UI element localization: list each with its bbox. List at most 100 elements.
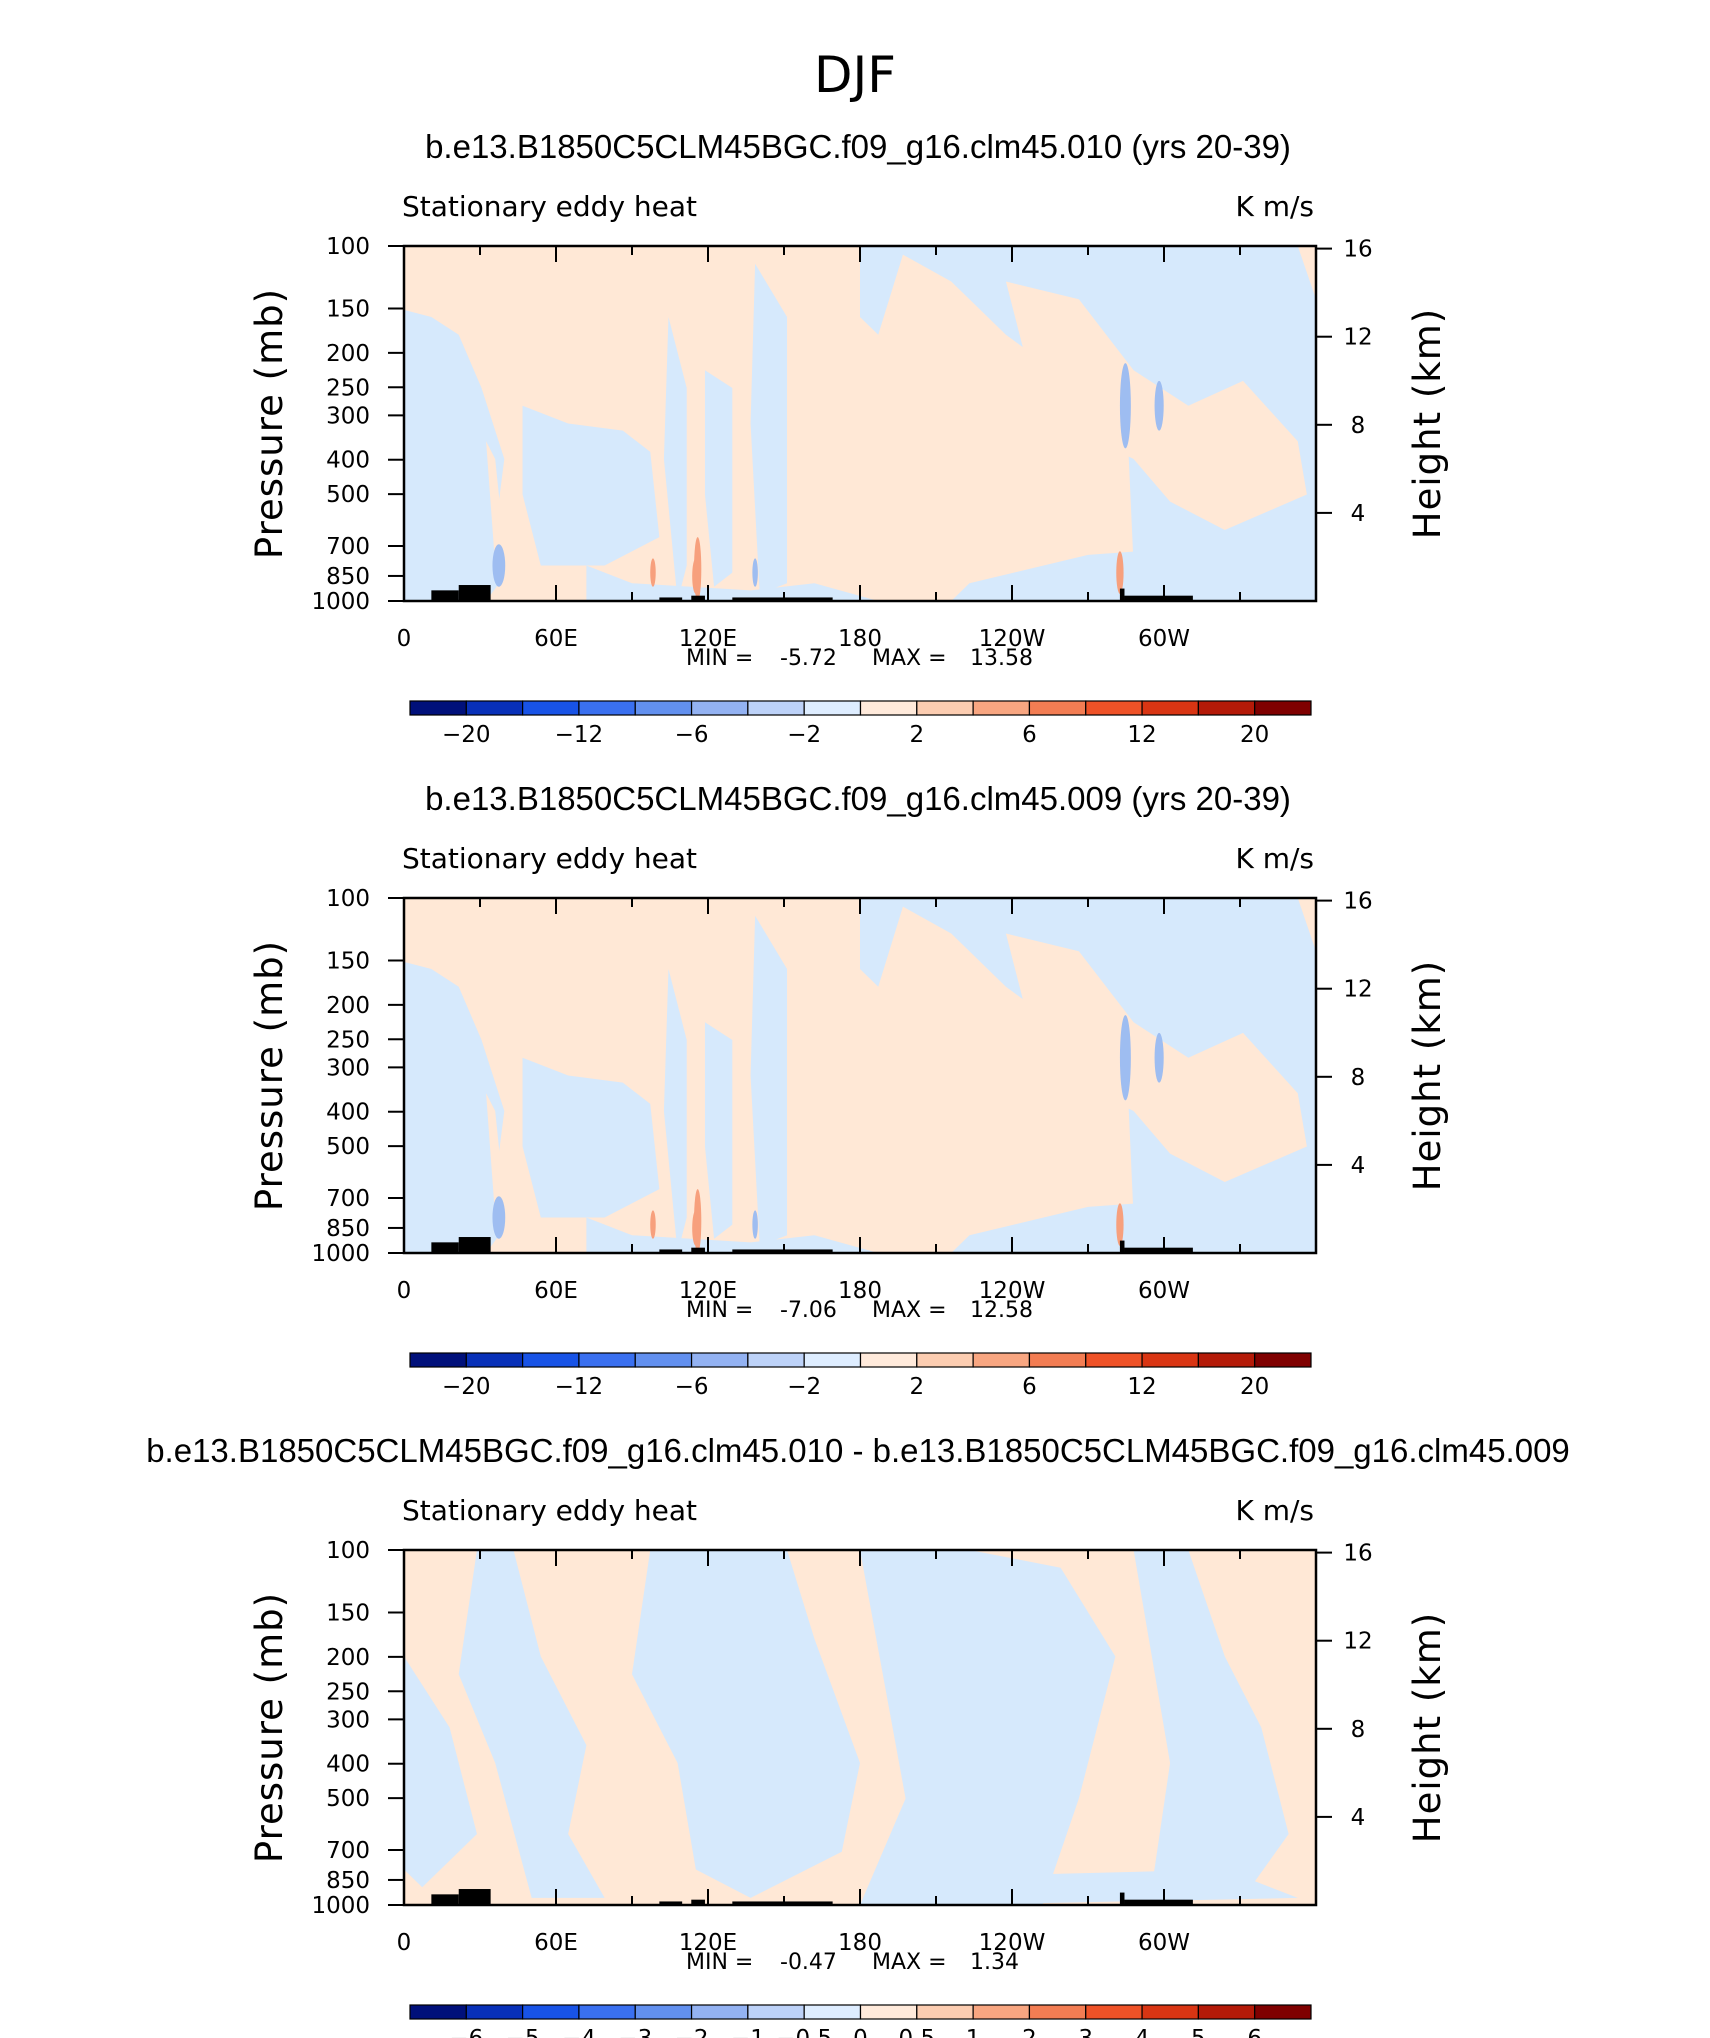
y-tick-label: 150 bbox=[326, 949, 370, 975]
colorbar-box bbox=[803, 2004, 862, 2020]
height-tick-label: 12 bbox=[1343, 325, 1372, 351]
colorbar-box bbox=[522, 700, 580, 716]
x-tick-label: 60W bbox=[1138, 1278, 1190, 1304]
y-tick-label: 250 bbox=[326, 1027, 370, 1053]
colorbar-box bbox=[409, 700, 467, 716]
colorbar-box bbox=[1028, 1352, 1087, 1368]
colorbar-box bbox=[1028, 700, 1087, 716]
colorbar-label: 2 bbox=[909, 1374, 924, 1400]
x-tick-label: 60E bbox=[534, 1278, 578, 1304]
x-tick-label: 120W bbox=[979, 1278, 1046, 1304]
colorbar-box bbox=[1254, 700, 1312, 716]
colorbar-label: 1 bbox=[966, 2026, 981, 2038]
field-negative-region bbox=[522, 1057, 660, 1218]
min-label: MIN = bbox=[686, 646, 753, 671]
panel-units-string: K m/s bbox=[1235, 190, 1314, 223]
colorbar-box bbox=[690, 700, 749, 716]
y-axis-title: Pressure (mb) bbox=[248, 940, 291, 1211]
topography-block bbox=[1119, 1892, 1125, 1906]
y-tick-label: 500 bbox=[326, 1786, 370, 1812]
colorbar-label: −12 bbox=[555, 722, 604, 748]
x-tick-label: 180 bbox=[838, 626, 882, 652]
topography-block bbox=[691, 595, 705, 602]
field-negative-region bbox=[860, 246, 906, 335]
height-tick-label: 16 bbox=[1343, 237, 1372, 263]
colorbar-box bbox=[916, 2004, 974, 2020]
y-tick-label: 700 bbox=[326, 534, 370, 560]
panel-left-string: Stationary eddy heat bbox=[402, 190, 697, 223]
colorbar-label: 6 bbox=[1247, 2026, 1262, 2038]
colorbar-box bbox=[522, 1352, 580, 1368]
y-axis-title: Pressure (mb) bbox=[248, 288, 291, 559]
colorbar-box bbox=[409, 2004, 467, 2020]
x-tick-label: 120W bbox=[979, 626, 1046, 652]
figure-title: DJF bbox=[814, 46, 896, 104]
field-negative-core bbox=[752, 558, 758, 587]
colorbar-box bbox=[1254, 1352, 1312, 1368]
height-tick-label: 4 bbox=[1351, 1153, 1366, 1179]
y-tick-label: 1000 bbox=[311, 1241, 370, 1267]
colorbar-label: −6 bbox=[675, 1374, 709, 1400]
colorbar-box bbox=[465, 2004, 524, 2020]
field-negative-region bbox=[951, 1869, 1298, 1905]
colorbar-box bbox=[1085, 2004, 1143, 2020]
topography-block bbox=[691, 1247, 705, 1254]
height-tick-label: 8 bbox=[1351, 1717, 1366, 1743]
x-tick-label: 120E bbox=[679, 1278, 737, 1304]
y-axis-title: Pressure (mb) bbox=[248, 1592, 291, 1863]
min-label: MIN = bbox=[686, 1950, 753, 1975]
topography-block bbox=[1124, 1899, 1193, 1906]
x-tick-label: 60W bbox=[1138, 626, 1190, 652]
field-positive-core bbox=[694, 1189, 702, 1254]
colorbar-box bbox=[1197, 2004, 1256, 2020]
panel-units-string: K m/s bbox=[1235, 1494, 1314, 1527]
colorbar-label: 3 bbox=[1078, 2026, 1093, 2038]
y-tick-label: 850 bbox=[326, 1216, 370, 1242]
colorbar-label: 6 bbox=[1022, 1374, 1037, 1400]
panel-title: b.e13.B1850C5CLM45BGC.f09_g16.clm45.010 … bbox=[146, 1432, 1570, 1469]
field-negative-region bbox=[663, 969, 687, 1253]
field-negative-region bbox=[404, 309, 505, 601]
colorbar-box bbox=[916, 700, 974, 716]
colorbar-label: 2 bbox=[909, 722, 924, 748]
colorbar-box bbox=[1141, 1352, 1199, 1368]
height-tick-label: 8 bbox=[1351, 413, 1366, 439]
colorbar-box bbox=[1085, 1352, 1143, 1368]
colorbar-label: −6 bbox=[449, 2026, 483, 2038]
colorbar-label: −12 bbox=[555, 1374, 604, 1400]
field-negative-core bbox=[1119, 1015, 1131, 1101]
colorbar-label: 6 bbox=[1022, 722, 1037, 748]
field-positive-core bbox=[1116, 1203, 1124, 1246]
field-negative-region bbox=[1133, 1550, 1289, 1898]
height-tick-label: 12 bbox=[1343, 977, 1372, 1003]
field-positive-core bbox=[1116, 551, 1124, 594]
topography-block bbox=[691, 1899, 705, 1906]
field-negative-core bbox=[1154, 380, 1164, 431]
field-positive-core bbox=[694, 537, 702, 601]
field-negative-region bbox=[632, 1550, 860, 1898]
topography-block bbox=[1119, 588, 1125, 602]
y-tick-label: 150 bbox=[326, 1601, 370, 1627]
colorbar-label: −1 bbox=[731, 2026, 765, 2038]
height-axis-title: Height (km) bbox=[1406, 960, 1449, 1191]
height-tick-label: 12 bbox=[1343, 1629, 1372, 1655]
y-tick-label: 200 bbox=[326, 1645, 370, 1671]
x-tick-label: 120E bbox=[679, 1930, 737, 1956]
y-tick-label: 700 bbox=[326, 1186, 370, 1212]
field-negative-core bbox=[492, 544, 506, 587]
panel-2: b.e13.B1850C5CLM45BGC.f09_g16.clm45.009 … bbox=[248, 780, 1449, 1400]
panel-units-string: K m/s bbox=[1235, 842, 1314, 875]
y-tick-label: 150 bbox=[326, 297, 370, 323]
max-label: MAX = bbox=[872, 646, 947, 671]
topography-block bbox=[431, 590, 459, 602]
topography-block bbox=[732, 1901, 833, 1906]
colorbar-box bbox=[916, 1352, 974, 1368]
field-positive-core bbox=[650, 558, 656, 587]
field-negative-region bbox=[404, 1656, 477, 1888]
panel-left-string: Stationary eddy heat bbox=[402, 1494, 697, 1527]
max-value: 12.58 bbox=[970, 1298, 1033, 1323]
colorbar-box bbox=[859, 700, 918, 716]
y-tick-label: 850 bbox=[326, 1868, 370, 1894]
colorbar-label: −20 bbox=[442, 722, 491, 748]
panel-left-string: Stationary eddy heat bbox=[402, 842, 697, 875]
